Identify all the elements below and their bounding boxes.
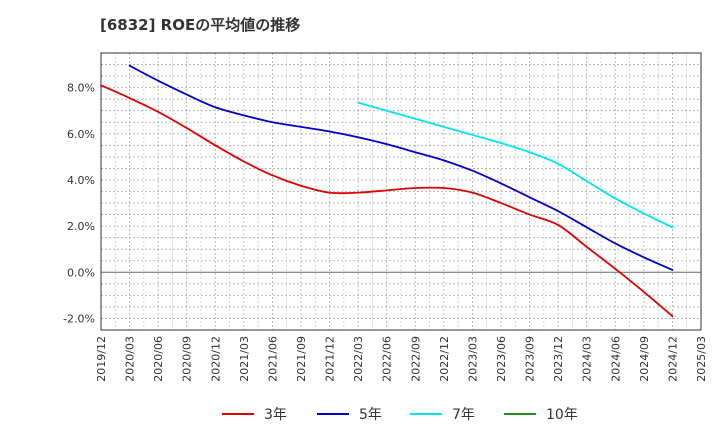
- series-line-3: [357, 101, 674, 229]
- y-tick-label: 6.0%: [67, 128, 95, 141]
- x-tick-label: 2022/12: [438, 336, 451, 382]
- x-tick-label: 2022/03: [352, 336, 365, 382]
- chart-title: [6832] ROEの平均値の推移: [100, 16, 301, 34]
- legend-label-3: 7年: [452, 407, 475, 423]
- y-tick-label: 0.0%: [67, 266, 95, 279]
- x-tick-label: 2020/06: [152, 336, 165, 382]
- x-tick-label: 2024/12: [666, 336, 679, 382]
- x-tick-label: 2021/03: [238, 336, 251, 382]
- x-tick-label: 2021/12: [324, 336, 337, 382]
- grid-layer: [100, 53, 702, 330]
- x-tick-label: 2021/06: [266, 336, 279, 382]
- x-tick-label: 2019/12: [95, 336, 108, 382]
- series-line-1: [100, 84, 674, 318]
- x-tick-label: 2020/03: [124, 336, 137, 382]
- x-tick-label: 2023/09: [524, 336, 537, 382]
- legend-label-2: 5年: [359, 407, 382, 423]
- x-tick-label: 2024/06: [609, 336, 622, 382]
- x-tick-label: 2024/03: [581, 336, 594, 382]
- x-tick-label: 2023/06: [495, 336, 508, 382]
- legend: 3年 5年 7年 10年: [222, 407, 578, 423]
- x-tick-label: 2023/03: [466, 336, 479, 382]
- legend-label-1: 3年: [264, 407, 287, 423]
- x-tick-label: 2023/12: [552, 336, 565, 382]
- x-tick-label: 2020/09: [181, 336, 194, 382]
- x-tick-label: 2022/06: [381, 336, 394, 382]
- plot-area-frame: [100, 52, 702, 331]
- y-tick-label: -2.0%: [63, 312, 95, 325]
- x-tick-label: 2025/03: [695, 336, 708, 382]
- y-axis-ticks: -2.0% 0.0% 2.0% 4.0% 6.0% 8.0%: [63, 82, 95, 326]
- series-line-2: [128, 64, 674, 271]
- y-tick-label: 8.0%: [67, 82, 95, 95]
- series-layer: [100, 64, 674, 318]
- legend-label-4: 10年: [546, 407, 578, 423]
- x-tick-label: 2022/09: [409, 336, 422, 382]
- y-tick-label: 2.0%: [67, 220, 95, 233]
- x-tick-label: 2020/12: [209, 336, 222, 382]
- y-tick-label: 4.0%: [67, 174, 95, 187]
- x-tick-label: 2024/09: [638, 336, 651, 382]
- x-axis-ticks: 2019/12 2020/03 2020/06 2020/09 2020/12 2021/…: [95, 336, 708, 382]
- x-tick-label: 2021/09: [295, 336, 308, 382]
